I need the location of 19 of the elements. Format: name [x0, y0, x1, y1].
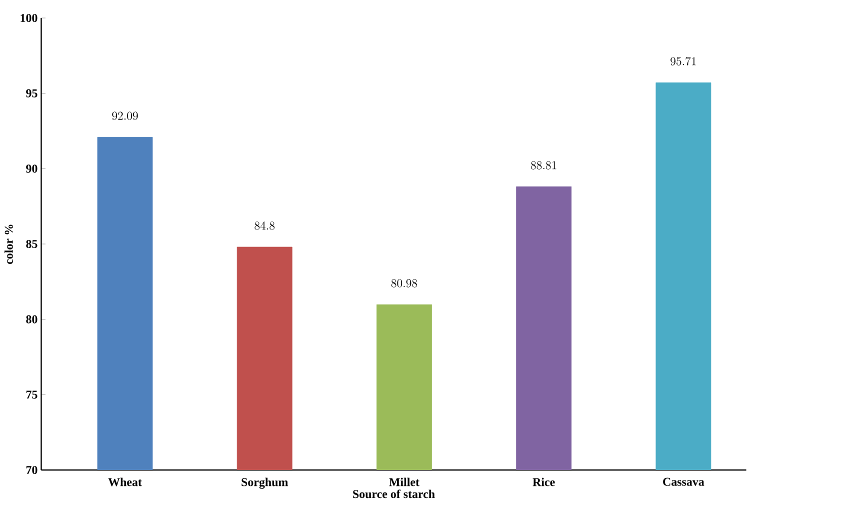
data-label: 80.98 — [391, 279, 418, 288]
x-tick-label: Millet — [389, 478, 420, 486]
y-tick-label: 100 — [20, 14, 38, 22]
y-axis-title: color % — [4, 224, 13, 264]
y-tick-label: 85 — [26, 240, 38, 248]
x-tick-label: Sorghum — [242, 478, 288, 489]
x-tick-label: Cassava — [663, 478, 704, 486]
x-tick-label: Rice — [532, 478, 555, 486]
y-tick-label: 80 — [26, 315, 38, 324]
x-axis-title: Source of starch — [353, 490, 435, 498]
y-tick-label: 90 — [26, 164, 38, 173]
y-tick-label: 70 — [26, 466, 38, 474]
data-label: 88.81 — [530, 161, 556, 170]
x-tick-label: Wheat — [108, 478, 142, 486]
data-label: 84.8 — [254, 221, 275, 230]
data-label: 95.71 — [670, 57, 696, 66]
y-tick-label: 95 — [26, 89, 38, 98]
data-label: 92.09 — [112, 112, 138, 120]
y-tick-label: 75 — [26, 390, 38, 399]
